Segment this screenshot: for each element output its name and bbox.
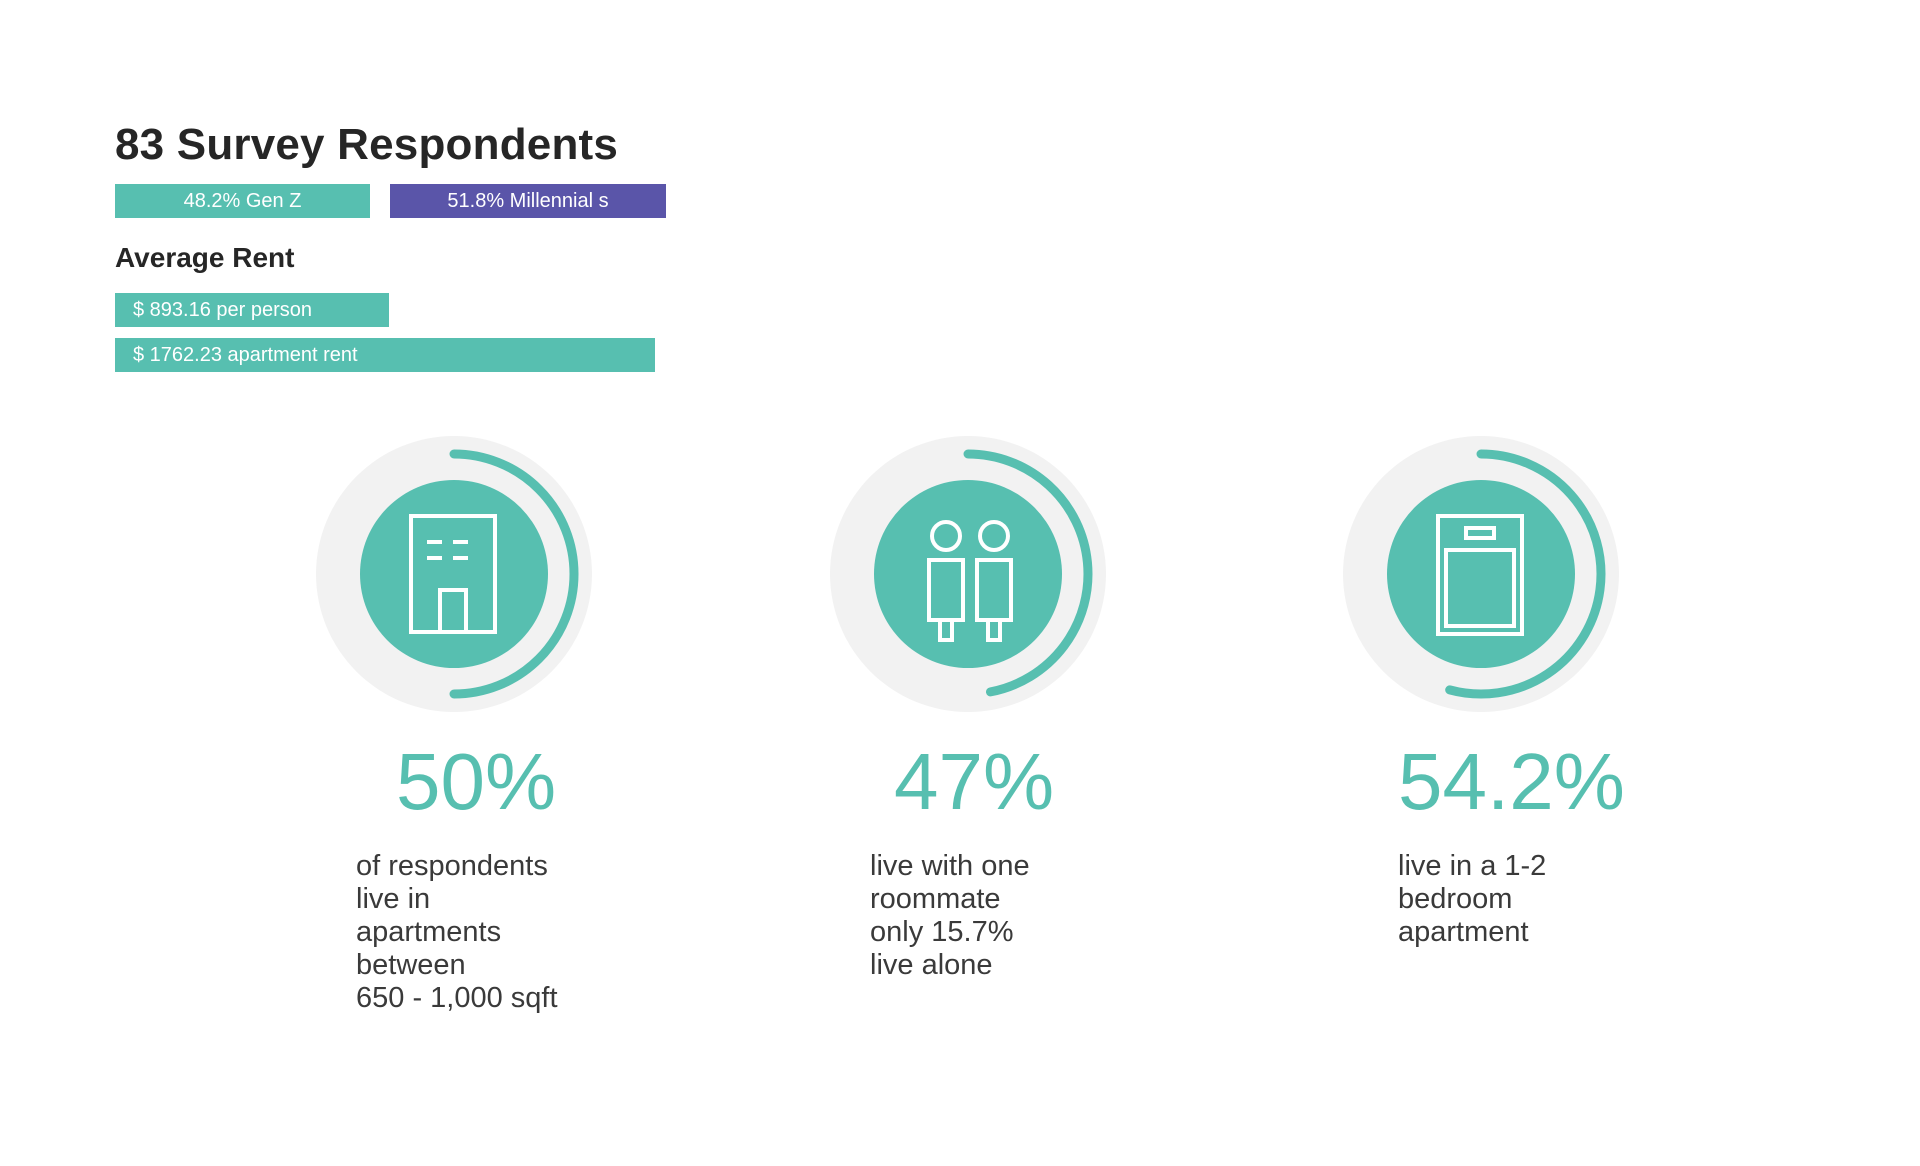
- rent-per-person-bar: $ 893.16 per person: [115, 293, 389, 327]
- progress-arc: [449, 449, 579, 699]
- icon-background: [360, 480, 548, 668]
- stat-value: 50%: [396, 737, 557, 826]
- stat-description: live in a 1-2 bedroom apartment: [1398, 850, 1547, 948]
- progress-ring: [316, 436, 592, 712]
- millennials-bar: 51.8% Millennial s: [390, 184, 666, 218]
- gen-z-bar: 48.2% Gen Z: [115, 184, 370, 218]
- stat-value: 47%: [894, 737, 1055, 826]
- roommates-icon: [927, 520, 1013, 642]
- progress-arc: [963, 449, 1093, 697]
- progress-ring: [1343, 436, 1619, 712]
- stat-value: 54.2%: [1398, 737, 1625, 826]
- building-icon: [409, 514, 497, 634]
- average-rent-title: Average Rent: [115, 242, 295, 273]
- page-title: 83 Survey Respondents: [115, 120, 619, 169]
- progress-arc: [1445, 449, 1606, 699]
- icon-background: [874, 480, 1062, 668]
- stat-description: of respondents live in apartments betwee…: [356, 850, 558, 1014]
- stat-description: live with one roommate only 15.7% live a…: [870, 850, 1030, 981]
- icon-background: [1387, 480, 1575, 668]
- apartment-rent-bar: $ 1762.23 apartment rent: [115, 338, 655, 372]
- progress-ring: [830, 436, 1106, 712]
- bedroom-icon: [1436, 514, 1524, 636]
